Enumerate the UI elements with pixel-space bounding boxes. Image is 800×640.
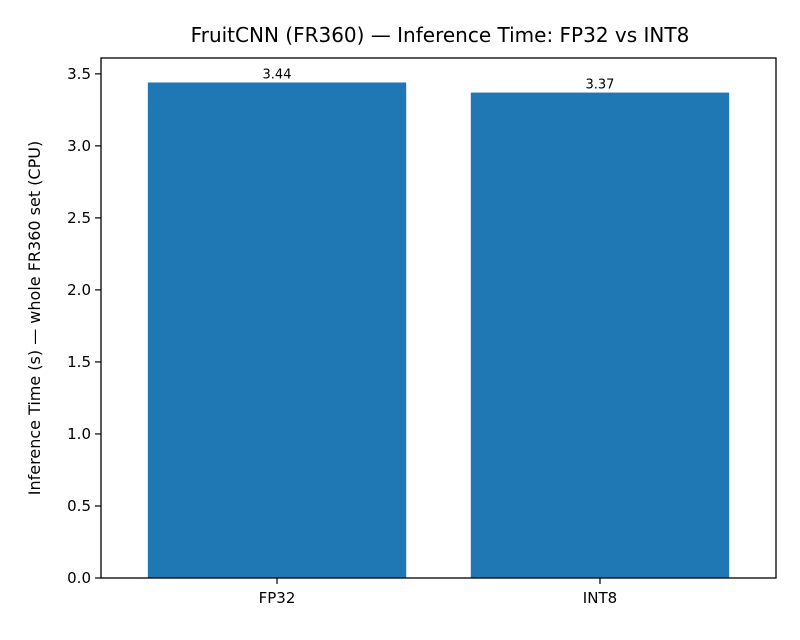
y-tick-label: 3.0 bbox=[67, 137, 91, 155]
bars-group bbox=[147, 82, 730, 578]
chart-title: FruitCNN (FR360) — Inference Time: FP32 … bbox=[191, 23, 690, 47]
y-axis-ticks: 0.0 0.5 1.0 1.5 2.0 2.5 3.0 3.5 bbox=[67, 65, 101, 587]
y-tick-label: 1.5 bbox=[67, 353, 91, 371]
bar-fp32 bbox=[147, 82, 407, 578]
y-tick-label: 2.0 bbox=[67, 281, 91, 299]
bar-value-label-fp32: 3.44 bbox=[263, 67, 292, 82]
y-tick-label: 0.0 bbox=[67, 569, 91, 587]
bar-value-label-int8: 3.37 bbox=[586, 78, 615, 93]
x-tick-label: INT8 bbox=[583, 589, 617, 607]
x-axis-ticks: FP32 INT8 bbox=[259, 578, 617, 607]
y-tick-label: 2.5 bbox=[67, 209, 91, 227]
x-tick-label: FP32 bbox=[259, 589, 296, 607]
y-tick-label: 1.0 bbox=[67, 425, 91, 443]
bar-int8 bbox=[470, 92, 730, 578]
y-tick-label: 0.5 bbox=[67, 497, 91, 515]
y-tick-label: 3.5 bbox=[67, 65, 91, 83]
y-axis-label: Inference Time (s) — whole FR360 set (CP… bbox=[25, 141, 44, 495]
plot-frame bbox=[100, 57, 777, 579]
bar-value-labels: 3.44 3.37 bbox=[263, 67, 615, 92]
